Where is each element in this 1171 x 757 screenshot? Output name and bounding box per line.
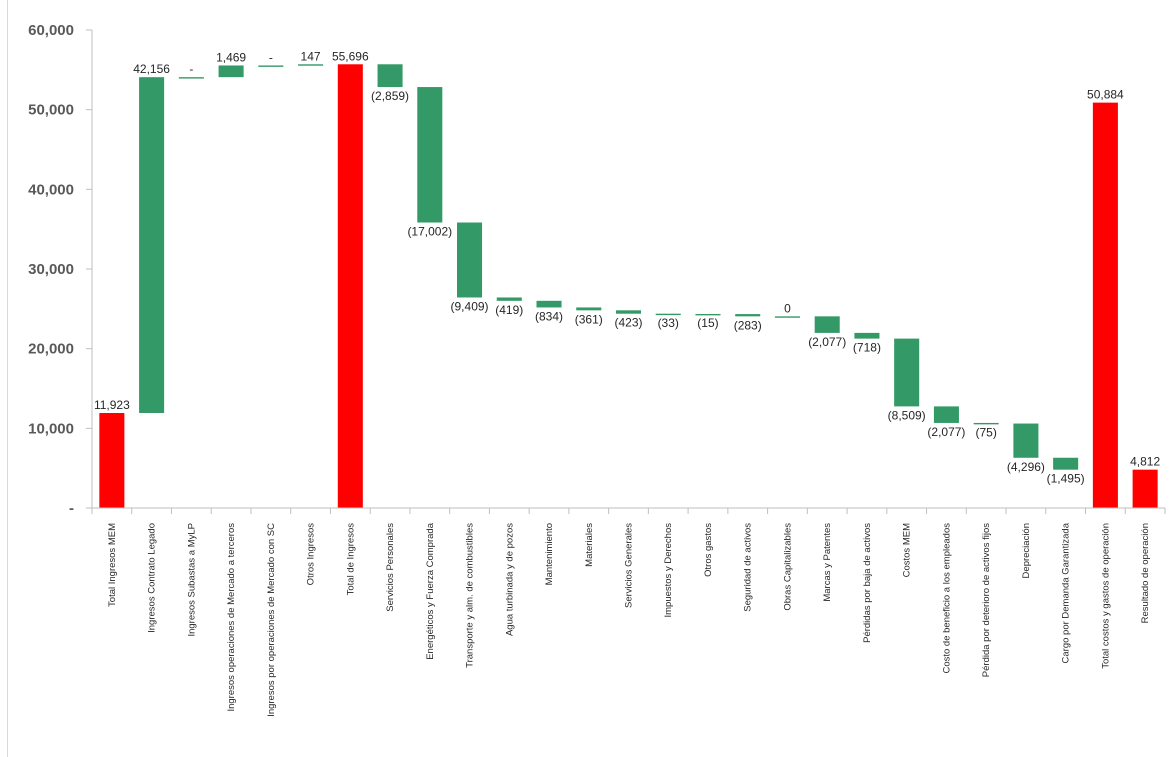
x-tick-label: Resultado de operación [1140,523,1151,623]
bar [1013,423,1039,458]
data-label: (4,296) [1007,460,1045,474]
bar [417,87,443,223]
x-tick-label: Impuestos y Derechos [663,523,674,618]
x-tick-label: Obras Capitalizables [782,523,793,611]
bar [377,64,403,88]
data-label: 0 [784,301,791,315]
bar [655,313,681,316]
x-tick-label: Ingresos Contrato Legado [147,523,158,633]
data-labels: 11,923 42,156 - 1,469 - 147 55,696 (2,859) (17,0… [94,49,1161,485]
bar [178,77,204,79]
data-label: (834) [535,309,563,323]
data-label: - [269,50,273,64]
y-tick-label: 60,000 [28,22,74,39]
x-tick-label: Marcas y Patentes [822,523,833,602]
data-label: 147 [301,49,321,63]
x-tick-label: Transporte y alm. de combustibles [465,523,476,668]
data-label: 4,812 [1130,455,1160,469]
x-tick-label: Ingresos Subastas a MyLP [186,523,197,637]
bar [854,332,880,339]
bar [1132,469,1158,508]
bar [258,65,284,67]
data-label: (9,409) [451,299,489,313]
bar [1092,102,1118,508]
data-label: (15) [697,316,718,330]
x-tick-label: Total de Ingresos [345,523,356,596]
bar [457,222,483,298]
x-tick-label: Seguridad de activos [743,523,754,612]
data-label: (423) [614,316,642,330]
bar [99,413,125,508]
x-tick-label: Ingresos operaciones de Mercado a tercer… [226,523,237,712]
data-label: 50,884 [1087,88,1124,102]
x-tick-label: Total Ingresos MEM [107,523,118,607]
x-tick-label: Costos MEM [902,523,913,577]
data-label: 55,696 [332,49,369,63]
bar [496,297,522,301]
bar [139,77,165,414]
y-tick-label: 20,000 [28,341,74,358]
bar [218,65,244,78]
x-axis: Total Ingresos MEM Ingresos Contrato Lega… [91,507,1166,717]
bar [894,338,920,407]
x-tick-label: Servicios Generales [624,523,635,608]
data-label: 11,923 [94,398,130,412]
bar [774,316,800,318]
data-label: (2,077) [927,425,965,439]
data-label: (283) [734,318,762,332]
x-tick-label: Mantenimiento [544,523,555,585]
data-label: (8,509) [888,408,926,422]
bar [933,406,959,423]
bar [735,314,761,317]
data-label: (718) [853,341,881,355]
data-label: 1,469 [216,50,246,64]
data-label: (361) [575,312,603,326]
y-tick-label: - [69,500,74,517]
x-tick-label: Pérdida por deterioro de activos fijos [981,523,992,677]
bar [536,300,562,308]
y-tick-label: 10,000 [28,420,74,437]
x-tick-label: Depreciación [1021,523,1032,578]
x-tick-label: Agua turbinada y de pozos [504,523,515,636]
x-tick-label: Energéticos y Fuerza Comprada [425,522,436,659]
bar [814,316,840,333]
data-label: 42,156 [133,62,170,76]
y-tick-label: 40,000 [28,181,74,198]
x-tick-label: Servicios Personales [385,523,396,612]
x-tick-label: Total costos y gastos de operación [1100,523,1111,669]
x-tick-label: Ingresos por operaciones de Mercado con … [266,523,277,717]
bar [337,64,363,508]
y-tick-label: 30,000 [28,261,74,278]
x-tick-label: Cargo por Demanda Garantizada [1061,522,1072,663]
x-tick-label: Materiales [584,523,595,567]
bar [615,310,642,314]
bar [973,422,999,425]
bar [1053,457,1079,470]
y-axis: - 10,000 20,000 30,000 40,000 50,000 60,000 [28,22,93,517]
data-label: (2,077) [808,335,846,349]
x-tick-label: Pérdidas por baja de activos [862,523,873,643]
bar [576,307,602,311]
data-label: (1,495) [1047,472,1085,486]
data-label: (2,859) [371,89,409,103]
bar [298,64,324,66]
x-tick-label: Otros Ingresos [306,523,317,586]
data-label: (75) [975,426,996,440]
data-label: (419) [495,303,523,317]
y-tick-label: 50,000 [28,102,74,119]
x-tick-label: Otros gastos [703,523,714,577]
bars [99,64,1158,508]
data-label: (17,002) [407,225,452,239]
data-label: (33) [658,316,679,330]
x-tick-label: Costo de beneficio a los empleados [941,523,952,674]
bar [695,313,721,316]
data-label: - [189,62,193,76]
